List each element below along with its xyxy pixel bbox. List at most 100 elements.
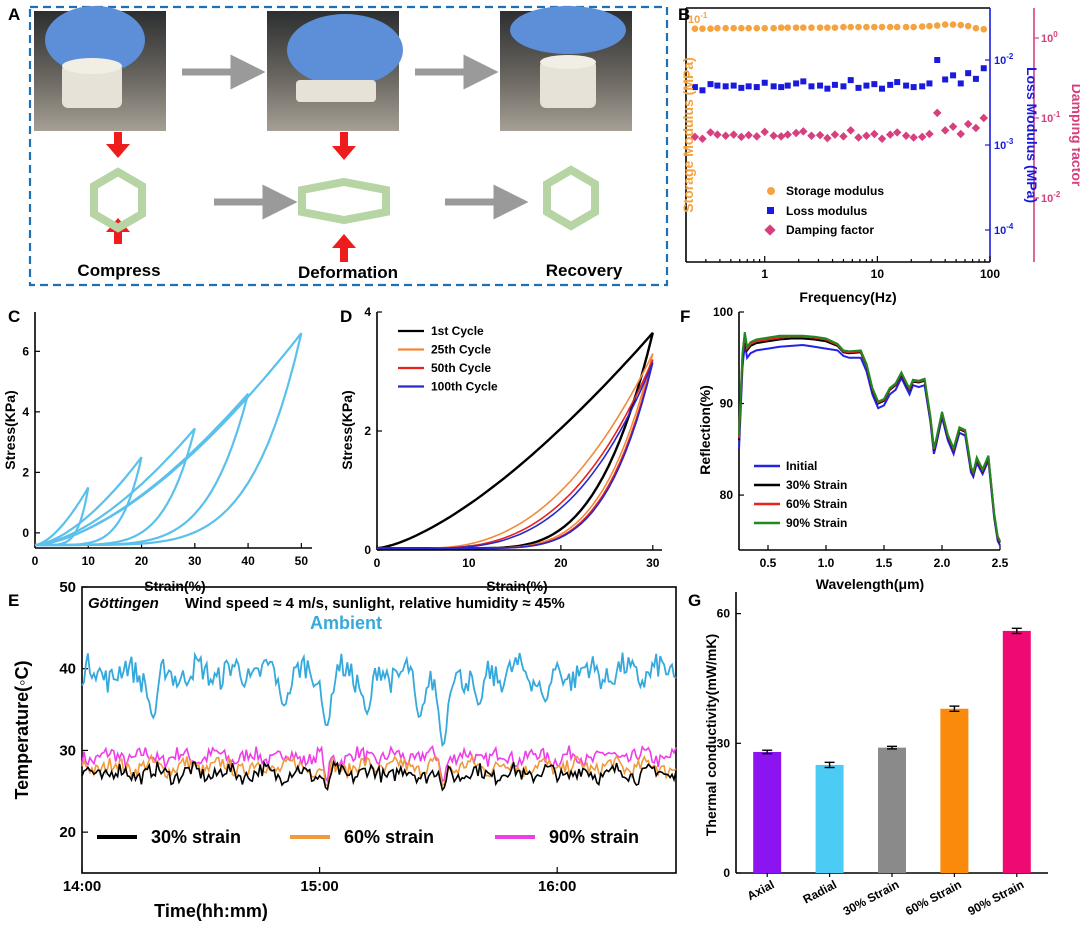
legend-label: 90% Strain <box>786 516 847 530</box>
loss-point <box>972 75 979 82</box>
damping-point <box>971 123 981 133</box>
storage-point <box>863 23 870 31</box>
loss-point <box>831 81 838 88</box>
tick-label: 50 <box>295 554 309 568</box>
damping-point <box>909 133 918 142</box>
damping-point <box>846 126 855 135</box>
tick-label: 6 <box>22 344 29 358</box>
loss-point <box>942 76 949 83</box>
axis-title: Damping factor <box>1069 84 1080 187</box>
storage-point <box>893 23 901 31</box>
loss-point <box>903 82 910 89</box>
loss-point <box>699 87 706 94</box>
chart-c: 0 10 20 30 40 50 0 2 4 6 Strain(%) Stress(KPa) <box>2 312 312 594</box>
tick-label: 0 <box>22 526 29 540</box>
tick-label: 4 <box>364 305 371 319</box>
cycle-curve-20 <box>34 456 143 547</box>
damping-point <box>956 129 965 139</box>
tick-label: 50 <box>59 579 76 596</box>
tick-label: 0 <box>32 554 39 568</box>
legend-label: 25th Cycle <box>431 343 491 357</box>
damping-point <box>901 131 911 140</box>
loss-point <box>817 82 824 89</box>
category-label: 30% Strain <box>841 877 902 918</box>
damping-point <box>776 132 786 141</box>
loss-point <box>934 57 941 63</box>
chart-g: 0 30 60 Axial Radial 30% Strain 60% Strain 90%… <box>703 592 1048 918</box>
loss-point <box>784 82 791 89</box>
storage-point <box>831 24 839 31</box>
tick-label: 20 <box>135 554 149 568</box>
loss-point <box>745 83 752 90</box>
axis-title: Storage Modulus (MPa) <box>680 57 696 213</box>
storage-point <box>816 24 824 31</box>
tick-label: 2 <box>364 424 371 438</box>
tick-label: 0 <box>374 556 381 570</box>
damping-point <box>877 134 887 144</box>
axis-title: Temperature(◦C) <box>12 660 32 799</box>
storage-point <box>949 21 957 28</box>
stage-label: Deformation <box>298 263 398 282</box>
damping-point <box>823 133 832 143</box>
storage-point <box>691 25 699 32</box>
legend: 30% strain 60% strain 90% strain <box>97 827 639 847</box>
cycle-curve <box>376 359 654 550</box>
damping-point <box>892 128 902 137</box>
tick-label: 2.5 <box>992 556 1009 570</box>
storage-point <box>878 23 886 31</box>
storage-point <box>738 24 745 32</box>
damping-point <box>737 132 746 142</box>
storage-point <box>972 24 980 32</box>
legend-label: 60% strain <box>344 827 434 847</box>
damping-point <box>948 122 958 131</box>
chart-f: 0.5 1.0 1.5 2.0 2.5 80 90 100 Wavelength(μm) Re… <box>697 305 1009 592</box>
damping-point <box>963 119 973 129</box>
panel-label-g: G <box>688 591 701 610</box>
axis-title: Thermal conductivity(mW/mK) <box>703 634 719 836</box>
tick-label: 16:00 <box>538 878 576 895</box>
storage-point <box>777 24 785 31</box>
photo-compress <box>34 6 166 131</box>
tick-label: 90 <box>720 397 734 411</box>
chart-e: 14:00 15:00 16:00 20 30 40 50 Göttingen Wind s… <box>12 579 677 921</box>
tick-label: 10-1 <box>1041 110 1061 125</box>
loss-point <box>707 81 714 88</box>
legend-marker <box>767 207 774 214</box>
damping-point <box>760 127 769 137</box>
legend-label: Initial <box>786 459 817 473</box>
storage-point <box>933 22 941 29</box>
panel-label-d: D <box>340 307 352 326</box>
temperature-trace <box>81 651 677 748</box>
storage-point <box>753 24 761 32</box>
storage-point <box>714 24 721 32</box>
damping-point <box>783 130 792 139</box>
legend-label: Loss modulus <box>786 204 868 218</box>
tick-label: 1.5 <box>876 556 893 570</box>
storage-point <box>910 23 917 31</box>
reflection-curve <box>738 334 1001 543</box>
panel-label-b: B <box>678 5 690 24</box>
storage-point <box>808 24 815 31</box>
tick-label: 100 <box>1041 30 1058 45</box>
loss-point <box>847 77 854 84</box>
legend: Initial 30% Strain 60% Strain 90% Strain <box>754 459 847 530</box>
damping-point <box>870 129 879 139</box>
loss-point <box>910 84 917 91</box>
damping-point <box>698 134 707 144</box>
storage-point <box>886 23 894 31</box>
axis-title: Strain(%) <box>144 578 205 594</box>
storage-point <box>792 24 800 31</box>
loss-point <box>808 83 815 90</box>
tick-label: 14:00 <box>63 878 101 895</box>
storage-point <box>980 25 988 33</box>
damping-point <box>917 132 927 142</box>
storage-point <box>761 24 769 32</box>
temperature-trace <box>81 759 677 792</box>
tick-label: 10-1 <box>688 11 708 26</box>
damping-point <box>752 132 762 141</box>
damping-point <box>885 130 895 139</box>
tick-label: 1.0 <box>818 556 835 570</box>
loss-point <box>879 85 886 92</box>
damping-point <box>729 130 738 139</box>
storage-point <box>824 24 831 31</box>
